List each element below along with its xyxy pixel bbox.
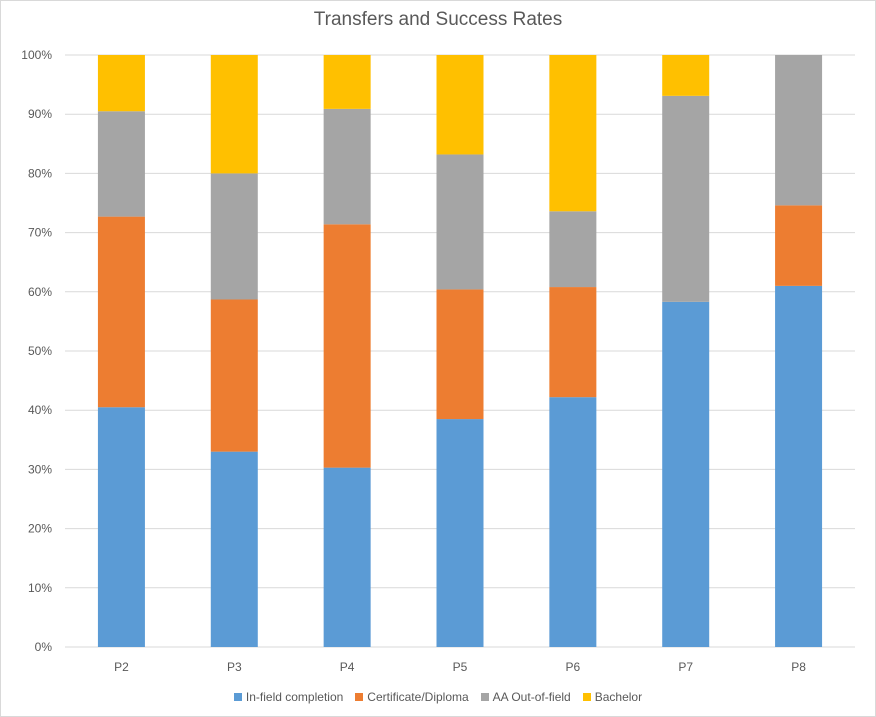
x-tick-label: P7 xyxy=(678,660,693,674)
legend-label: Certificate/Diploma xyxy=(367,690,469,704)
bar-segment xyxy=(97,216,145,408)
bar-segment xyxy=(549,55,597,212)
legend-swatch xyxy=(355,692,364,701)
y-tick-label: 50% xyxy=(28,344,52,358)
bar-segment xyxy=(210,299,258,452)
legend-swatch xyxy=(480,692,489,701)
chart-title: Transfers and Success Rates xyxy=(313,9,563,30)
legend-label: AA Out-of-field xyxy=(492,690,571,704)
bar-segment xyxy=(436,289,484,420)
y-tick-label: 0% xyxy=(35,640,53,654)
legend: In-field completion Certificate/Diploma AA… xyxy=(0,690,876,704)
bar-segment xyxy=(549,287,597,398)
bar-segment xyxy=(323,55,371,109)
y-axis-tick-labels: 0% 10% 20% 30% 40% 50% 60% 70% 80% 90% 100% xyxy=(21,48,52,654)
x-tick-label: P8 xyxy=(791,660,806,674)
y-tick-label: 20% xyxy=(28,522,52,536)
x-tick-label: P6 xyxy=(566,660,581,674)
legend-label: In-field completion xyxy=(245,690,344,704)
bar-segment xyxy=(97,407,145,647)
x-axis-tick-labels: P2 P3 P4 P5 P6 P7 P8 xyxy=(114,660,806,674)
legend-item: Certificate/Diploma xyxy=(355,690,469,704)
bar-segment xyxy=(210,451,258,647)
bar-segment xyxy=(97,55,145,112)
bars xyxy=(97,55,823,647)
bar-segment xyxy=(436,154,484,290)
legend-item: AA Out-of-field xyxy=(480,690,571,704)
bar-segment xyxy=(775,55,823,206)
y-tick-label: 10% xyxy=(28,581,52,595)
x-tick-label: P5 xyxy=(453,660,468,674)
bar-segment xyxy=(775,205,823,286)
y-tick-label: 80% xyxy=(28,166,52,180)
bar-segment xyxy=(210,173,258,300)
y-tick-label: 60% xyxy=(28,285,52,299)
bar-segment xyxy=(549,211,597,288)
y-tick-label: 100% xyxy=(21,48,52,62)
legend-swatch xyxy=(233,692,242,701)
legend-label: Bachelor xyxy=(594,690,643,704)
bar-segment xyxy=(323,108,371,225)
bar-segment xyxy=(323,467,371,647)
y-tick-label: 30% xyxy=(28,462,52,476)
bar-segment xyxy=(662,55,710,96)
bar-segment xyxy=(775,285,823,647)
y-tick-label: 40% xyxy=(28,403,52,417)
x-tick-label: P3 xyxy=(227,660,242,674)
bar-segment xyxy=(549,397,597,647)
legend-item: Bachelor xyxy=(582,690,643,704)
bar-segment xyxy=(436,419,484,647)
bar-segment xyxy=(97,111,145,217)
x-tick-label: P2 xyxy=(114,660,129,674)
bar-segment xyxy=(210,55,258,174)
legend-item: In-field completion xyxy=(233,690,344,704)
bar-segment xyxy=(662,301,710,647)
bar-segment xyxy=(323,224,371,468)
x-tick-label: P4 xyxy=(340,660,355,674)
y-tick-label: 90% xyxy=(28,107,52,121)
legend-swatch xyxy=(582,692,591,701)
bar-segment xyxy=(436,55,484,155)
bar-segment xyxy=(662,95,710,302)
y-tick-label: 70% xyxy=(28,226,52,240)
